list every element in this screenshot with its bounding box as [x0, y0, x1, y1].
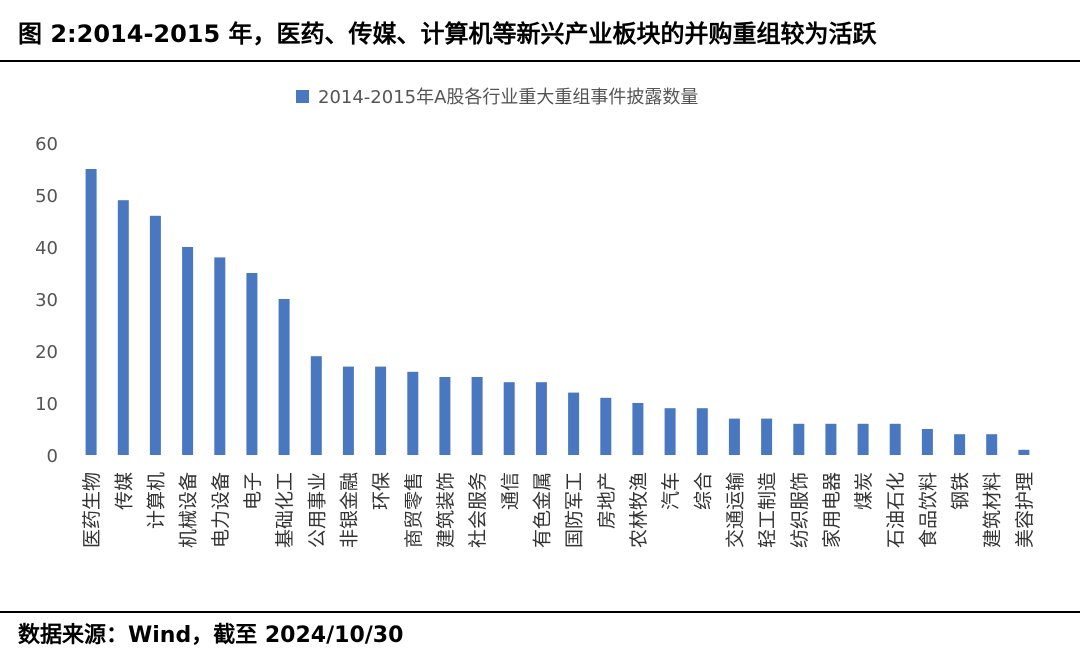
bar — [214, 257, 226, 455]
x-category-label: 有色金属 — [531, 472, 553, 548]
bar — [246, 273, 258, 455]
x-category-label: 计算机 — [145, 472, 167, 529]
y-tick-label: 60 — [35, 134, 58, 155]
bar — [310, 356, 322, 455]
source-note: 数据来源：Wind，截至 2024/10/30 — [18, 623, 404, 648]
y-axis: 0 10 20 30 40 50 60 — [35, 134, 58, 467]
x-category-label: 石油石化 — [885, 472, 907, 548]
bar — [696, 408, 708, 455]
x-category-label: 非银金融 — [338, 472, 360, 548]
x-category-label: 建筑装饰 — [435, 472, 457, 548]
bar — [278, 299, 290, 455]
x-category-label: 电子 — [242, 472, 264, 510]
bar — [407, 371, 419, 455]
x-category-label: 环保 — [371, 472, 393, 510]
bar — [761, 418, 773, 455]
x-category-label: 交通运输 — [724, 472, 746, 548]
x-category-label: 农林牧渔 — [628, 472, 650, 548]
y-tick-label: 40 — [35, 238, 58, 259]
bars — [85, 169, 1030, 455]
bar — [889, 423, 901, 455]
bar — [664, 408, 676, 455]
x-category-label: 钢铁 — [950, 472, 972, 510]
x-category-label: 传媒 — [113, 472, 135, 510]
bar — [793, 423, 805, 455]
figure-title: 图 2:2014-2015 年，医药、传媒、计算机等新兴产业板块的并购重组较为活… — [18, 20, 877, 48]
bar — [535, 382, 547, 455]
bar — [921, 429, 933, 455]
bar — [1018, 449, 1030, 455]
bottom-rule — [0, 611, 1080, 613]
x-category-label: 电力设备 — [210, 472, 232, 548]
x-category-label: 纺织服饰 — [789, 472, 811, 548]
x-category-label: 机械设备 — [178, 472, 200, 548]
bar — [986, 434, 998, 455]
bar — [857, 423, 869, 455]
y-tick-label: 0 — [47, 446, 58, 467]
y-tick-label: 50 — [35, 186, 58, 207]
x-category-label: 综合 — [692, 472, 714, 510]
bar — [471, 377, 483, 455]
x-category-label: 煤炭 — [853, 472, 875, 510]
x-category-label: 美容护理 — [1014, 472, 1036, 548]
x-category-label: 房地产 — [596, 472, 618, 529]
x-category-label: 公用事业 — [306, 472, 328, 548]
x-category-label: 通信 — [499, 472, 521, 510]
x-category-label: 社会服务 — [467, 472, 489, 548]
bar — [954, 434, 966, 455]
bar — [342, 366, 354, 455]
y-tick-label: 20 — [35, 342, 58, 363]
x-category-label: 汽车 — [660, 472, 682, 510]
x-axis-labels: 医药生物 传媒 计算机 机械设备 电力设备 电子 基础化工 公用事业 非银金融 环保 商贸零售 建筑装… — [81, 472, 1036, 548]
y-tick-label: 30 — [35, 290, 58, 311]
bar — [503, 382, 515, 455]
x-category-label: 家用电器 — [821, 472, 843, 548]
legend-label: 2014-2015年A股各行业重大重组事件披露数量 — [318, 87, 698, 108]
bar — [182, 247, 194, 455]
chart-legend: 2014-2015年A股各行业重大重组事件披露数量 — [296, 87, 698, 108]
bar — [85, 169, 97, 455]
bar — [825, 423, 837, 455]
bar — [632, 403, 644, 455]
bar — [568, 392, 580, 455]
bar — [149, 215, 161, 455]
bar — [600, 397, 612, 455]
top-rule — [0, 60, 1080, 62]
bar — [117, 200, 129, 455]
x-category-label: 医药生物 — [81, 472, 103, 548]
bar — [728, 418, 740, 455]
x-category-label: 国防军工 — [564, 472, 586, 548]
x-category-label: 轻工制造 — [757, 472, 779, 548]
x-category-label: 商贸零售 — [403, 472, 425, 548]
x-category-label: 基础化工 — [274, 472, 296, 548]
bar — [375, 366, 387, 455]
legend-swatch — [296, 90, 309, 103]
x-category-label: 食品饮料 — [917, 472, 939, 548]
bar — [439, 377, 451, 455]
x-category-label: 建筑材料 — [982, 472, 1004, 548]
y-tick-label: 10 — [35, 394, 58, 415]
bar-chart: 2014-2015年A股各行业重大重组事件披露数量 0102030405060 … — [35, 87, 1036, 548]
